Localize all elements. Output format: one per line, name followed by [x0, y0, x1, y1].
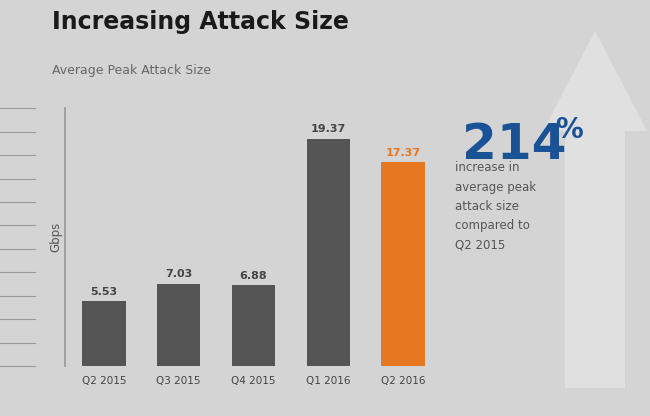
Text: 214: 214: [462, 121, 567, 169]
Text: %: %: [555, 116, 583, 144]
Text: Increasing Attack Size: Increasing Attack Size: [52, 10, 349, 35]
Text: 19.37: 19.37: [311, 124, 346, 134]
Text: 7.03: 7.03: [165, 269, 192, 279]
Text: 6.88: 6.88: [240, 271, 267, 281]
Y-axis label: Gbps: Gbps: [49, 222, 62, 252]
Text: 5.53: 5.53: [90, 287, 118, 297]
Bar: [232, 285, 275, 366]
Text: Average Peak Attack Size: Average Peak Attack Size: [52, 64, 211, 77]
Bar: [307, 139, 350, 366]
Text: increase in
average peak
attack size
compared to
Q2 2015: increase in average peak attack size com…: [455, 161, 536, 252]
Text: 17.37: 17.37: [385, 148, 421, 158]
Bar: [382, 162, 425, 366]
Bar: [157, 284, 200, 366]
Bar: [82, 301, 125, 366]
Polygon shape: [543, 31, 647, 388]
